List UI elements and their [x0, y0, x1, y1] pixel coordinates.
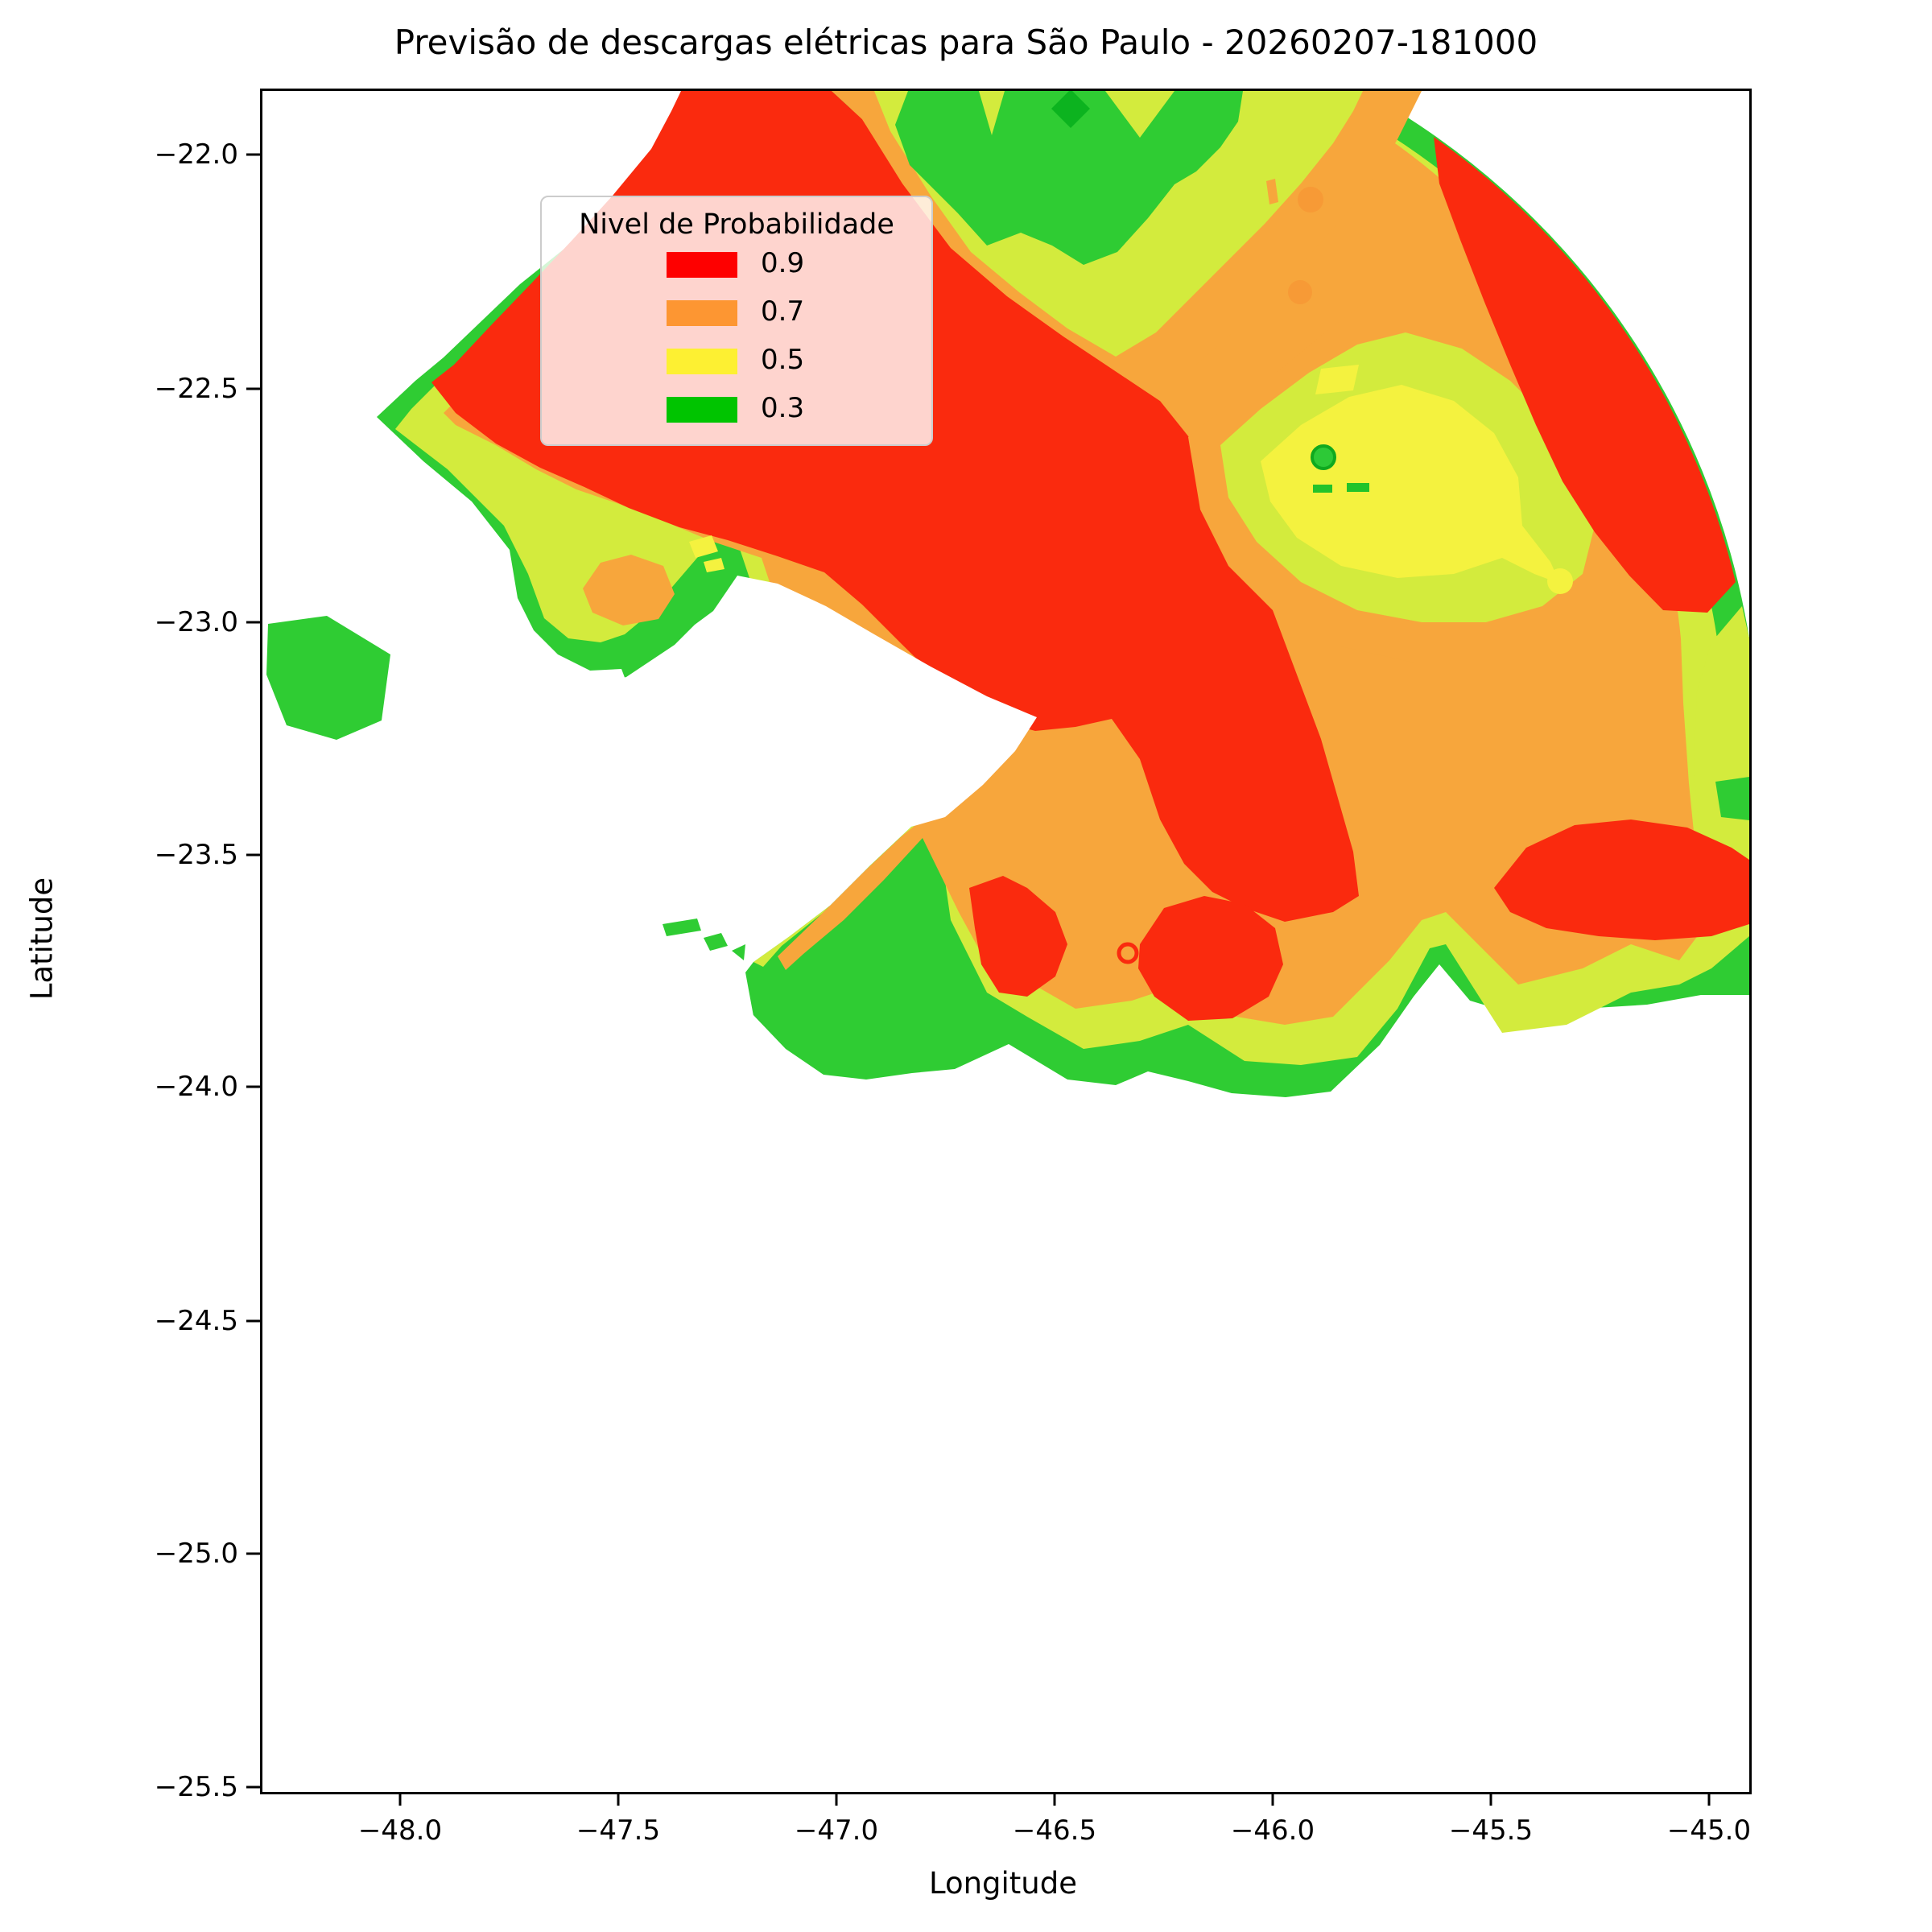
x-tick-mark: [1053, 1792, 1056, 1806]
orange-dot-marker-2: [1288, 280, 1312, 304]
orange-blob-in-bulge: [583, 555, 675, 625]
dark-green-diamond-marker: [1051, 91, 1090, 128]
green-island-west: [266, 616, 390, 740]
yellow-dot-marker: [1547, 568, 1573, 594]
x-tick-mark: [617, 1792, 620, 1806]
yellow-hole-blob: [1261, 385, 1560, 584]
y-tick-label: −22.0: [154, 138, 238, 171]
red-blob-south-center: [1138, 896, 1283, 1021]
legend-entry-0.5: 0.5: [542, 337, 931, 386]
x-tick-label: −48.0: [357, 1814, 443, 1847]
green-patch-right-spine: [1715, 777, 1749, 820]
y-tick-mark: [246, 853, 260, 857]
x-tick-label: −45.5: [1448, 1814, 1534, 1847]
y-tick-mark: [246, 1319, 260, 1323]
yellow-fleck-1: [689, 535, 718, 558]
yellow-fleck-2: [704, 558, 724, 572]
legend-entry-0.3: 0.3: [542, 386, 931, 434]
y-tick-label: −25.0: [154, 1538, 238, 1570]
legend-entry-label: 0.5: [761, 344, 805, 376]
legend-swatch-icon: [667, 397, 737, 423]
legend-entry-0.9: 0.9: [542, 241, 931, 289]
green-dash-marker-2: [1347, 483, 1369, 492]
yellowgreen-strip-right-spine: [1694, 606, 1749, 908]
legend-entry-label: 0.9: [761, 247, 805, 279]
green-hook-detached-2: [704, 933, 728, 951]
x-tick-label: −47.5: [576, 1814, 661, 1847]
red-ring-marker: [1117, 942, 1139, 964]
red-blob-east: [1494, 819, 1749, 940]
plot-area[interactable]: Nivel de Probabilidade 0.9 0.7 0.5 0.3: [260, 89, 1752, 1794]
green-notch-top: [895, 91, 1243, 265]
legend-box[interactable]: Nivel de Probabilidade 0.9 0.7 0.5 0.3: [540, 196, 933, 446]
green-hook-detached-1: [663, 919, 701, 936]
green-dash-marker-1: [1313, 485, 1332, 493]
green-hook-detached-3: [732, 944, 745, 960]
x-tick-mark: [398, 1792, 402, 1806]
y-tick-mark: [246, 387, 260, 390]
y-tick-label: −24.0: [154, 1071, 238, 1103]
x-tick-mark: [835, 1792, 838, 1806]
legend-entry-0.7: 0.7: [542, 289, 931, 337]
red-arc-band-northeast: [1434, 137, 1736, 613]
x-tick-label: −46.0: [1230, 1814, 1315, 1847]
y-tick-label: −24.5: [154, 1305, 238, 1337]
legend-entry-label: 0.7: [761, 295, 805, 328]
yellow-parallelogram-small: [1315, 365, 1359, 394]
white-bay-cutout: [544, 576, 1037, 1034]
y-tick-mark: [246, 1785, 260, 1789]
orange-dash-marker: [1266, 179, 1278, 204]
x-tick-mark: [1271, 1792, 1274, 1806]
x-tick-label: −46.5: [1012, 1814, 1097, 1847]
y-tick-mark: [246, 153, 260, 156]
x-tick-mark: [1489, 1792, 1492, 1806]
legend-swatch-icon: [667, 300, 737, 326]
legend-swatch-icon: [667, 252, 737, 278]
legend-rows: 0.9 0.7 0.5 0.3: [542, 241, 931, 434]
y-tick-mark: [246, 621, 260, 624]
x-axis-label: Longitude: [928, 1866, 1078, 1901]
y-tick-label: −23.5: [154, 839, 238, 871]
x-tick-mark: [1707, 1792, 1711, 1806]
red-blob-south-west: [969, 876, 1067, 997]
y-tick-mark: [246, 1552, 260, 1555]
y-tick-label: −22.5: [154, 373, 238, 405]
y-tick-label: −23.0: [154, 606, 238, 638]
y-axis-label: Latitude: [24, 877, 60, 1001]
x-tick-label: −47.0: [794, 1814, 879, 1847]
plot-title: Previsão de descargas elétricas para São…: [394, 23, 1538, 62]
orange-dot-marker-1: [1298, 187, 1323, 213]
legend-entry-label: 0.3: [761, 392, 805, 424]
y-tick-label: −25.5: [154, 1771, 238, 1803]
y-tick-mark: [246, 1085, 260, 1088]
contour-map: [266, 91, 1749, 1097]
green-dot-marker: [1311, 444, 1336, 470]
x-tick-label: −45.0: [1666, 1814, 1752, 1847]
legend-swatch-icon: [667, 349, 737, 374]
legend-title: Nivel de Probabilidade: [579, 208, 894, 241]
